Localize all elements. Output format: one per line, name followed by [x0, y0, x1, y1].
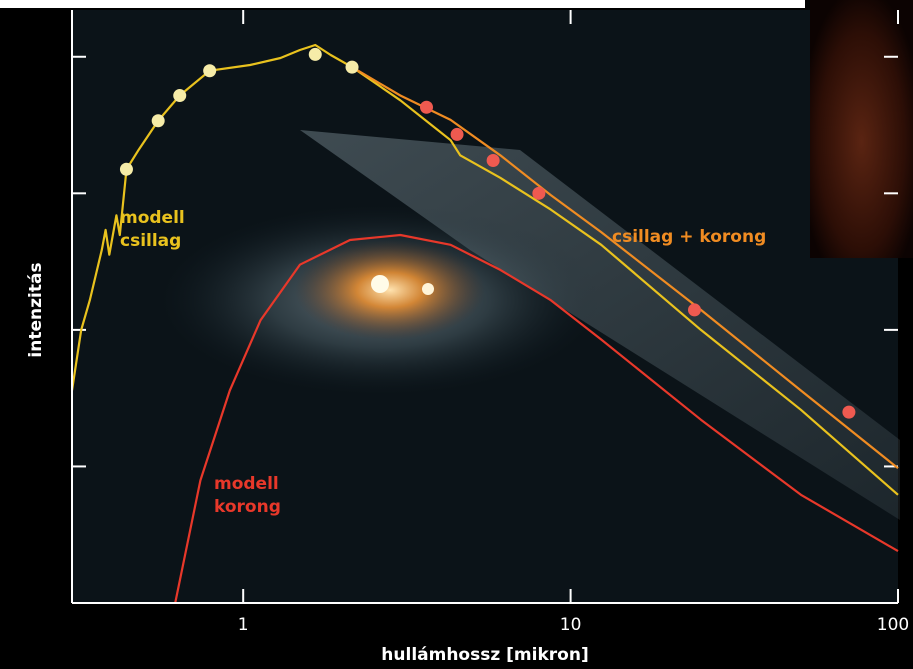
model-line [174, 233, 899, 604]
data-point [345, 60, 359, 74]
galaxy-art [160, 130, 900, 520]
plot: 1 10 100 modell csillag csillag + korong model… [70, 10, 909, 635]
data-point [532, 186, 546, 200]
annotation: modell [120, 208, 185, 228]
model-line [351, 66, 899, 470]
annotation: csillag + korong [612, 227, 766, 247]
core-glow [295, 240, 485, 340]
data-point [151, 114, 165, 128]
x-axis-label: hullámhossz [mikron] [381, 645, 588, 665]
data-point [687, 303, 701, 317]
x-tick-label: 10 [560, 615, 582, 635]
data-point [450, 127, 464, 141]
data-point [203, 64, 217, 78]
annotation: korong [214, 497, 281, 517]
data-point [420, 100, 434, 114]
data-point [486, 153, 500, 167]
model-line [70, 43, 899, 496]
data-point [173, 89, 187, 103]
star [422, 283, 434, 295]
data-point [842, 405, 856, 419]
top-strip [0, 0, 805, 8]
data-point [119, 162, 133, 176]
annotation: csillag [120, 231, 181, 251]
star [371, 275, 389, 293]
annotation: modell [214, 474, 279, 494]
data-point [308, 47, 322, 61]
inset-image [810, 0, 913, 258]
x-tick-label: 100 [877, 615, 909, 635]
y-axis-label: intenzitás [26, 262, 46, 357]
x-tick-label: 1 [238, 615, 249, 635]
